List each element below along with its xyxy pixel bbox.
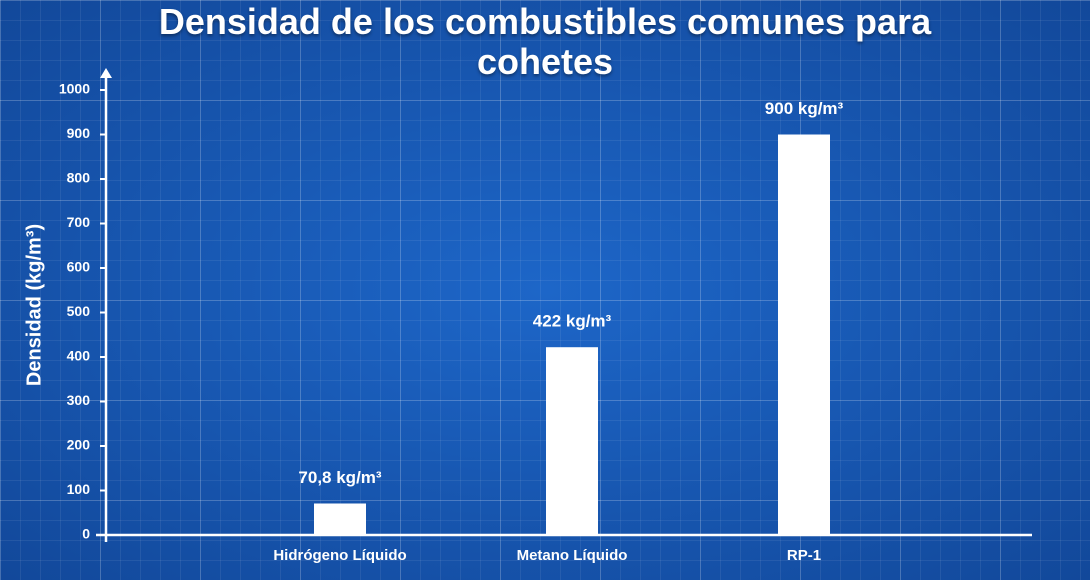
y-tick-label: 0 [82, 526, 90, 542]
x-tick-label: RP-1 [787, 547, 821, 564]
y-tick-label: 100 [67, 481, 91, 497]
y-tick-label: 900 [67, 125, 91, 141]
y-tick-label: 600 [67, 259, 91, 275]
x-tick-label: Hidrógeno Líquido [273, 547, 406, 564]
bar [546, 347, 598, 535]
bar [778, 134, 830, 535]
y-tick-label: 700 [67, 214, 91, 230]
y-tick-label: 500 [67, 303, 91, 319]
bar [314, 503, 366, 535]
chart-title: Densidad de los combustibles comunes par… [158, 1, 932, 82]
value-label: 900 kg/m³ [765, 99, 844, 118]
y-axis-label: Densidad (kg/m³) [23, 224, 45, 386]
y-tick-label: 1000 [59, 81, 90, 97]
x-tick-label: Metano Líquido [517, 547, 628, 564]
value-label: 70,8 kg/m³ [298, 468, 381, 487]
y-axis-arrow [100, 68, 112, 78]
value-label: 422 kg/m³ [533, 312, 612, 331]
y-tick-label: 300 [67, 392, 91, 408]
y-tick-label: 400 [67, 348, 91, 364]
y-tick-label: 200 [67, 437, 91, 453]
y-tick-label: 800 [67, 170, 91, 186]
